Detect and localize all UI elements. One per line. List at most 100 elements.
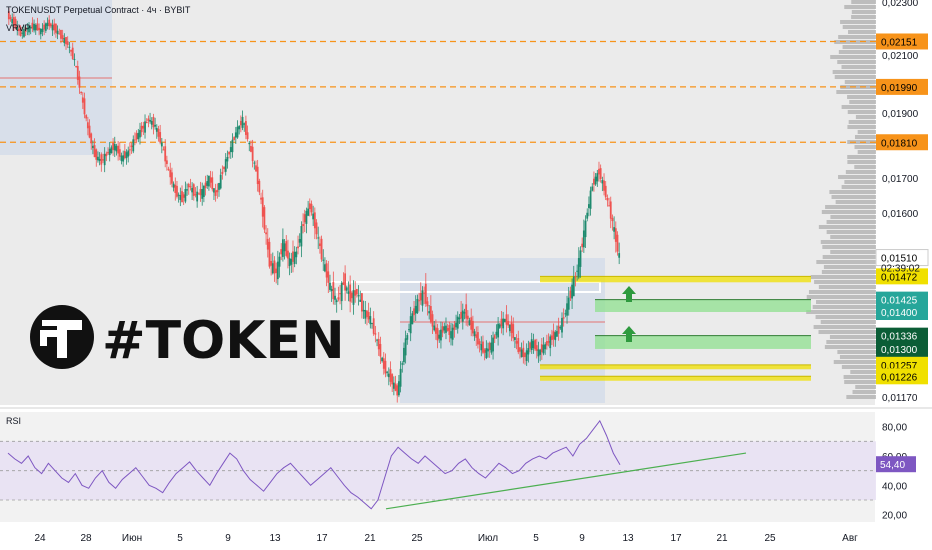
candle-body	[231, 139, 234, 153]
rsi-indicator	[0, 419, 876, 510]
candle-body	[609, 201, 612, 219]
candle-body	[107, 151, 109, 154]
candle-body	[342, 282, 345, 285]
rsi-label[interactable]: RSI	[6, 416, 21, 426]
candle-body	[603, 180, 605, 191]
volume-bar	[841, 65, 876, 69]
volume-bar	[818, 330, 876, 334]
candle-body	[381, 357, 383, 362]
candle-body	[599, 168, 602, 179]
volume-bar	[840, 20, 876, 24]
candle-body	[270, 261, 273, 266]
time-tick: 17	[316, 533, 328, 544]
volume-bar	[854, 135, 876, 139]
logo-glyph	[40, 320, 82, 358]
volume-bar	[820, 240, 876, 244]
candle-body	[426, 301, 429, 307]
price-badge-label: 0,01226	[881, 372, 918, 383]
volume-bar	[851, 15, 876, 19]
candle-body	[60, 29, 62, 39]
support-zone	[540, 276, 811, 283]
candle-body	[488, 342, 491, 351]
candle-body	[167, 168, 170, 170]
candle-body	[26, 28, 29, 30]
time-axis: 24 28 Июн 5 9 13 17 21 25 Июл 5 9 13 17 21 25 Авг	[34, 533, 858, 544]
candle-body	[164, 146, 167, 162]
candle-body	[453, 324, 456, 330]
volume-bar	[814, 280, 876, 284]
candle-body	[361, 293, 363, 312]
candle-body	[507, 320, 510, 326]
candle-body	[571, 284, 573, 299]
volume-bar	[837, 60, 876, 64]
volume-bar	[854, 145, 876, 149]
candle-body	[352, 290, 355, 305]
candle-body	[587, 204, 590, 208]
candle-body	[594, 176, 597, 185]
volume-bar	[839, 355, 876, 359]
candle-body	[540, 344, 543, 353]
candle-body	[566, 303, 568, 316]
candle-body	[614, 228, 617, 242]
candle-body	[379, 344, 382, 357]
volume-bar	[841, 365, 876, 369]
candle-body	[428, 311, 431, 314]
candle-body	[303, 214, 306, 223]
candle-body	[271, 263, 274, 274]
candle-body	[318, 243, 321, 247]
candle-body	[83, 98, 86, 115]
candle-body	[243, 123, 246, 125]
candle-body	[177, 194, 180, 196]
candle-body	[429, 306, 432, 323]
candle-body	[228, 151, 230, 155]
candle-body	[325, 263, 328, 278]
candle-body	[308, 203, 311, 210]
volume-bar	[829, 335, 876, 339]
candle-body	[419, 293, 422, 301]
indicator-label[interactable]: VRVP	[6, 23, 30, 33]
volume-bar	[816, 300, 876, 304]
candle-body	[414, 305, 417, 314]
candle-body	[12, 17, 15, 26]
candle-body	[468, 320, 471, 326]
volume-bar	[840, 85, 876, 89]
candle-body	[174, 184, 177, 193]
volume-bar	[822, 255, 876, 259]
volume-bar	[843, 375, 876, 379]
candle-body	[413, 308, 415, 316]
candle-body	[307, 208, 310, 216]
candle-body	[524, 352, 526, 358]
candle-body	[441, 326, 444, 333]
candle-body	[63, 38, 66, 44]
candle-body	[211, 177, 214, 190]
candle-body	[112, 142, 114, 151]
candle-body	[545, 341, 548, 346]
volume-bar	[838, 175, 876, 179]
candle-body	[56, 30, 59, 34]
candle-body	[130, 145, 133, 148]
volume-bar	[806, 295, 876, 299]
candle-body	[265, 232, 267, 235]
candle-body	[582, 230, 585, 248]
candle-body	[261, 197, 264, 217]
candle-body	[208, 175, 210, 187]
candle-body	[387, 373, 390, 378]
candle-body	[354, 290, 357, 296]
candle-body	[159, 132, 162, 143]
volume-bar	[848, 120, 876, 124]
price-tick: 0,01170	[882, 393, 918, 404]
countdown-label: 02:39:02	[881, 264, 920, 275]
price-badge	[876, 291, 928, 308]
candle-body	[248, 142, 251, 145]
candle-body	[219, 174, 222, 189]
candle-body	[364, 310, 367, 319]
candle-body	[556, 331, 558, 337]
candle-body	[508, 324, 511, 332]
candle-body	[298, 238, 301, 243]
candle-body	[324, 264, 326, 272]
candle-body	[460, 311, 463, 319]
candle-body	[618, 253, 621, 258]
candle-body	[478, 341, 481, 345]
candle-body	[431, 314, 434, 327]
volume-bar	[857, 150, 876, 154]
